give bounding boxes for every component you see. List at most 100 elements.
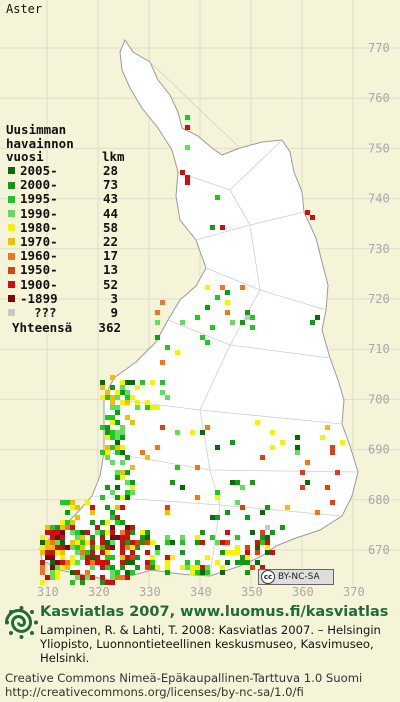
legend-row: 2000- 73 bbox=[6, 178, 125, 192]
observation-square bbox=[75, 530, 80, 535]
observation-square bbox=[110, 545, 115, 550]
observation-square bbox=[315, 510, 320, 515]
observation-square bbox=[160, 390, 165, 395]
observation-square bbox=[155, 545, 160, 550]
northing-label: 680 bbox=[368, 493, 390, 507]
legend-row: -1899 3 bbox=[6, 291, 125, 305]
observation-square bbox=[130, 530, 135, 535]
legend-count: 52 bbox=[102, 276, 118, 292]
observation-square bbox=[85, 575, 90, 580]
observation-square bbox=[60, 500, 65, 505]
observation-square bbox=[50, 570, 55, 575]
observation-square bbox=[50, 565, 55, 570]
observation-square bbox=[90, 505, 95, 510]
observation-square bbox=[80, 580, 85, 585]
observation-square bbox=[60, 530, 65, 535]
observation-square bbox=[85, 530, 90, 535]
observation-square bbox=[150, 405, 155, 410]
observation-square bbox=[45, 525, 50, 530]
license-url[interactable]: http://creativecommons.org/licenses/by-n… bbox=[5, 685, 304, 700]
legend-label: 1990- bbox=[20, 205, 58, 221]
observation-square bbox=[60, 525, 65, 530]
observation-square bbox=[110, 570, 115, 575]
observation-square bbox=[245, 555, 250, 560]
observation-square bbox=[40, 570, 45, 575]
observation-square bbox=[335, 470, 340, 475]
easting-label: 310 bbox=[37, 585, 59, 599]
observation-square bbox=[210, 515, 215, 520]
observation-square bbox=[295, 445, 300, 450]
observation-square bbox=[125, 390, 130, 395]
observation-square bbox=[190, 430, 195, 435]
observation-square bbox=[120, 470, 125, 475]
observation-square bbox=[125, 535, 130, 540]
observation-square bbox=[100, 425, 105, 430]
observation-square bbox=[75, 505, 80, 510]
observation-square bbox=[225, 560, 230, 565]
observation-square bbox=[215, 560, 220, 565]
observation-square bbox=[200, 540, 205, 545]
observation-square bbox=[210, 225, 215, 230]
observation-square bbox=[55, 560, 60, 565]
observation-square bbox=[205, 565, 210, 570]
legend-total-row: Yhteensä 362 bbox=[6, 321, 125, 335]
observation-square bbox=[105, 415, 110, 420]
observation-square bbox=[105, 555, 110, 560]
observation-square bbox=[115, 440, 120, 445]
observation-square bbox=[200, 430, 205, 435]
observation-square bbox=[130, 485, 135, 490]
observation-square bbox=[100, 550, 105, 555]
observation-square bbox=[120, 445, 125, 450]
observation-square bbox=[195, 560, 200, 565]
observation-square bbox=[100, 530, 105, 535]
observation-square bbox=[70, 545, 75, 550]
observation-square bbox=[120, 435, 125, 440]
observation-square bbox=[165, 505, 170, 510]
cc-icon: cc bbox=[261, 570, 275, 584]
easting-label: 330 bbox=[139, 585, 161, 599]
legend-total-count: 362 bbox=[98, 319, 121, 335]
observation-square bbox=[185, 175, 190, 180]
legend-title-line-1: Uusimman bbox=[6, 122, 67, 137]
observation-square bbox=[115, 470, 120, 475]
observation-square bbox=[140, 530, 145, 535]
legend-row: 1970- 22 bbox=[6, 235, 125, 249]
observation-square bbox=[250, 480, 255, 485]
observation-square bbox=[205, 285, 210, 290]
observation-square bbox=[135, 385, 140, 390]
observation-square bbox=[105, 540, 110, 545]
observation-square bbox=[245, 550, 250, 555]
observation-square bbox=[195, 540, 200, 545]
observation-square bbox=[45, 555, 50, 560]
observation-square bbox=[255, 420, 260, 425]
observation-square bbox=[330, 445, 335, 450]
observation-square bbox=[100, 545, 105, 550]
northing-label: 710 bbox=[368, 342, 390, 356]
cc-badge-label: BY-NC-SA bbox=[278, 572, 320, 582]
observation-square bbox=[155, 565, 160, 570]
observation-square bbox=[295, 435, 300, 440]
legend-count: 44 bbox=[102, 205, 118, 221]
observation-square bbox=[180, 540, 185, 545]
observation-square bbox=[100, 450, 105, 455]
legend-label: 1980- bbox=[20, 219, 58, 235]
observation-square bbox=[170, 540, 175, 545]
observation-square bbox=[100, 520, 105, 525]
observation-square bbox=[205, 570, 210, 575]
observation-square bbox=[260, 455, 265, 460]
observation-square bbox=[110, 400, 115, 405]
observation-square bbox=[130, 560, 135, 565]
observation-square bbox=[110, 460, 115, 465]
brand-title[interactable]: Kasviatlas 2007, www.luomus.fi/kasviatla… bbox=[40, 604, 389, 620]
observation-square bbox=[130, 490, 135, 495]
observation-square bbox=[165, 565, 170, 570]
license-line-1: Creative Commons Nimeä-Epäkaupallinen-Ta… bbox=[5, 671, 363, 685]
legend-count: 73 bbox=[102, 177, 118, 193]
observation-square bbox=[110, 375, 115, 380]
legend-label: 1995- bbox=[20, 191, 58, 207]
observation-square bbox=[225, 530, 230, 535]
cc-license-badge[interactable]: cc BY-NC-SA bbox=[258, 569, 334, 585]
observation-square bbox=[150, 555, 155, 560]
observation-square bbox=[90, 550, 95, 555]
